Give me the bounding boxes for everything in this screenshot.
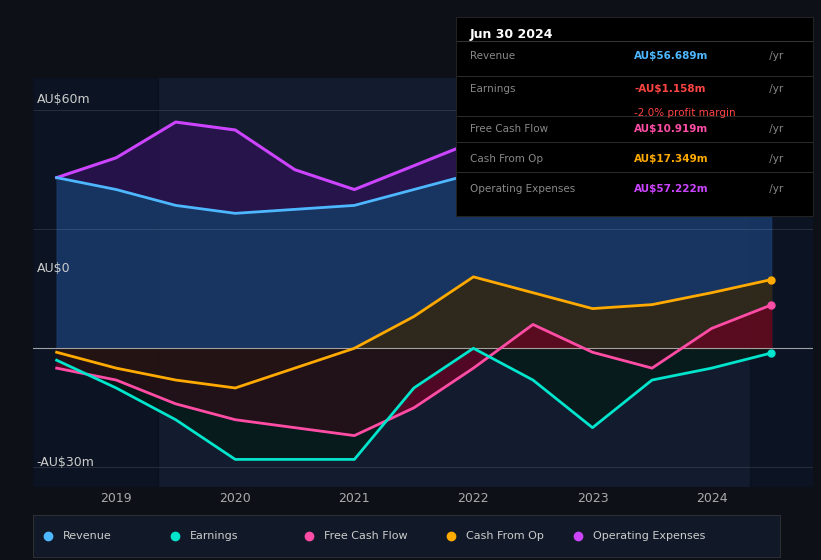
- Text: Cash From Op: Cash From Op: [470, 154, 543, 164]
- Text: Revenue: Revenue: [62, 531, 112, 541]
- Text: Earnings: Earnings: [190, 531, 238, 541]
- Text: -AU$1.158m: -AU$1.158m: [635, 85, 706, 95]
- Text: Cash From Op: Cash From Op: [466, 531, 544, 541]
- Text: AU$57.222m: AU$57.222m: [635, 184, 709, 194]
- Text: AU$10.919m: AU$10.919m: [635, 124, 709, 134]
- Text: /yr: /yr: [766, 85, 783, 95]
- Text: AU$60m: AU$60m: [37, 93, 90, 106]
- Text: Operating Expenses: Operating Expenses: [470, 184, 576, 194]
- Bar: [750, 78, 813, 487]
- Text: Jun 30 2024: Jun 30 2024: [470, 28, 553, 41]
- Bar: [33, 78, 158, 487]
- Text: /yr: /yr: [766, 154, 783, 164]
- Text: AU$0: AU$0: [37, 262, 71, 275]
- Text: Free Cash Flow: Free Cash Flow: [470, 124, 548, 134]
- Text: -AU$30m: -AU$30m: [37, 456, 94, 469]
- Text: AU$56.689m: AU$56.689m: [635, 50, 709, 60]
- Text: Earnings: Earnings: [470, 85, 516, 95]
- Text: Revenue: Revenue: [470, 50, 515, 60]
- Text: AU$17.349m: AU$17.349m: [635, 154, 709, 164]
- Text: /yr: /yr: [766, 184, 783, 194]
- Text: /yr: /yr: [766, 124, 783, 134]
- Text: /yr: /yr: [766, 50, 783, 60]
- Text: Operating Expenses: Operating Expenses: [594, 531, 705, 541]
- Text: -2.0% profit margin: -2.0% profit margin: [635, 108, 736, 118]
- Text: Free Cash Flow: Free Cash Flow: [324, 531, 408, 541]
